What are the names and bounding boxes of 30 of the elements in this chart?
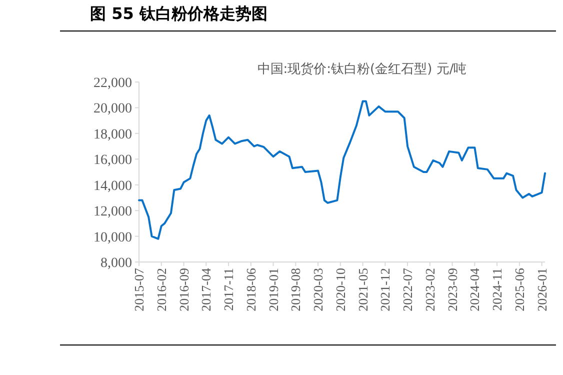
line-series [138, 100, 546, 240]
y-tick-label: 16,000 [94, 153, 132, 168]
y-tick-label: 12,000 [94, 204, 132, 220]
x-tick-label: 2020-03 [310, 268, 326, 312]
x-tick-label: 2021-12 [378, 268, 393, 312]
x-tick-label: 2016-02 [154, 268, 169, 312]
x-tick-label: 2026-01 [534, 268, 550, 312]
x-tick-label: 2018-06 [243, 268, 258, 312]
x-tick-label: 2017-04 [198, 268, 214, 312]
y-tick-label: 20,000 [94, 102, 132, 117]
x-tick-label: 2022-07 [400, 268, 416, 312]
x-tick-label: 2019-01 [266, 268, 281, 312]
x-tick-label: 2024-04 [467, 268, 482, 312]
x-tick-label: 2024-11 [490, 268, 505, 311]
x-tick-label: 2015-07 [132, 268, 146, 312]
x-tick-label: 2016-09 [176, 268, 192, 312]
chart-subtitle: 中国:现货价:钛白粉(金红石型) 元/吨 [257, 62, 467, 77]
y-tick-label: 22,000 [94, 76, 132, 91]
x-tick-label: 2017-11 [221, 268, 236, 311]
x-tick-label: 2025-06 [512, 268, 527, 312]
x-tick-label: 2023-02 [422, 268, 438, 312]
chart-title: 图 55 钛白粉价格走势图 [90, 4, 268, 23]
x-tick-label: 2021-05 [355, 268, 370, 312]
y-tick-label: 18,000 [94, 127, 132, 142]
y-tick-label: 10,000 [94, 230, 132, 246]
x-tick-label: 2020-10 [332, 268, 348, 312]
x-tick-label: 2019-08 [288, 268, 304, 312]
y-tick-label: 8,000 [100, 256, 132, 271]
y-tick-label: 14,000 [94, 178, 132, 194]
x-tick-label: 2023-09 [444, 268, 460, 312]
